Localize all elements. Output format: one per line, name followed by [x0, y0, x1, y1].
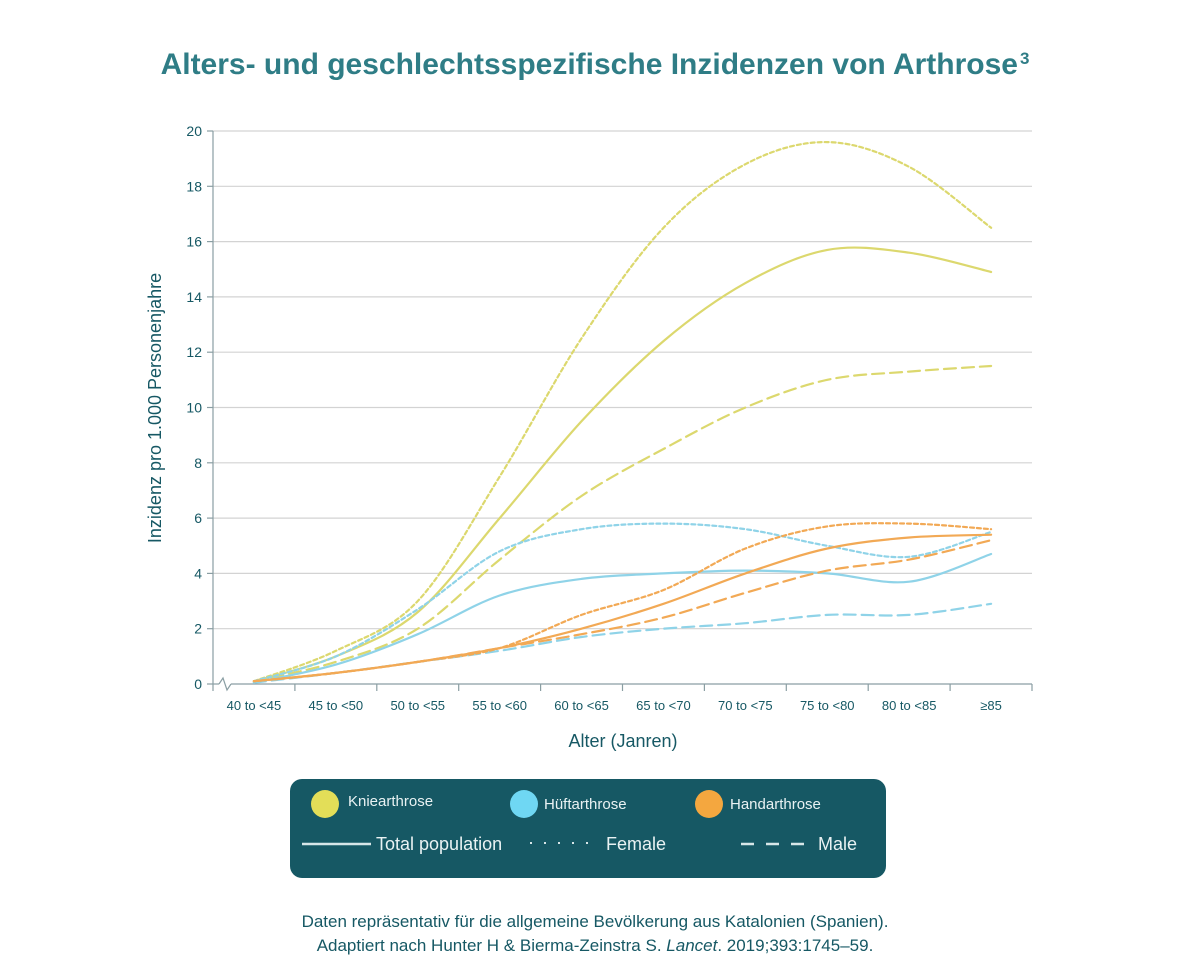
citation-authors: Adaptiert nach Hunter H & Bierma-Zeinstr…	[316, 936, 667, 955]
x-tick-label: 70 to <75	[718, 698, 773, 713]
y-tick-label: 4	[194, 565, 202, 581]
legend-female-label: Female	[606, 834, 667, 854]
y-tick-label: 14	[186, 289, 202, 305]
axis-break-symbol	[218, 676, 232, 692]
chart-title: Alters- und geschlechtsspezifische Inzid…	[0, 48, 1190, 82]
y-tick-label: 6	[194, 510, 202, 526]
series-line-hand-female	[252, 522, 993, 683]
series-line-hand-total	[252, 533, 993, 683]
axes: 0 2 4 6 8 10 12 14 16 18 20 40 to <45 45 to <50 50 to…	[186, 123, 1033, 713]
legend: Kniearthrose Hüftarthrose Handarthrose T…	[290, 779, 886, 878]
x-tick-label: 55 to <60	[472, 698, 527, 713]
legend-hip-label: Hüftarthrose	[544, 796, 627, 813]
x-tick-label: 45 to <50	[309, 698, 364, 713]
y-tick-label: 0	[194, 676, 202, 692]
y-tick-label: 8	[194, 455, 202, 471]
series-lines	[252, 140, 993, 684]
x-tick-label: 75 to <80	[800, 698, 855, 713]
x-tick-label: 40 to <45	[227, 698, 282, 713]
title-footnote-marker: 3	[1019, 49, 1030, 68]
footnote-line-2: Adaptiert nach Hunter H & Bierma-Zeinstr…	[0, 934, 1190, 958]
chart-title-text: Alters- und geschlechtsspezifische Inzid…	[160, 48, 1018, 81]
hand-color-dot	[695, 790, 723, 818]
x-tick-label: 80 to <85	[882, 698, 937, 713]
series-line-knee-male	[252, 364, 993, 683]
y-tick-label: 16	[186, 234, 202, 250]
y-tick-label: 12	[186, 344, 202, 360]
footnote-line-1: Daten repräsentativ für die allgemeine B…	[301, 912, 889, 931]
line-chart: 0 2 4 6 8 10 12 14 16 18 20 40 to <45 45 to <50 50 to…	[145, 123, 1033, 751]
y-tick-label: 2	[194, 621, 202, 637]
footnote: Daten repräsentativ für die allgemeine B…	[0, 910, 1190, 958]
legend-line-samples	[302, 842, 810, 846]
citation-details: . 2019;393:1745–59.	[717, 936, 874, 955]
legend-knee-label: Kniearthrose	[348, 793, 434, 810]
x-tick-label: 50 to <55	[390, 698, 445, 713]
y-tick-label: 20	[186, 123, 202, 139]
gridlines	[213, 130, 1032, 630]
y-axis-label: Inzidenz pro 1.000 Personenjahre	[145, 273, 165, 543]
hip-color-dot	[510, 790, 538, 818]
x-tick-label: ≥85	[980, 698, 1002, 713]
x-tick-label: 60 to <65	[554, 698, 609, 713]
y-tick-label: 18	[186, 178, 202, 194]
x-axis-label: Alter (Janren)	[568, 731, 677, 751]
series-line-knee-female	[252, 140, 993, 683]
series-line-hip-total	[252, 552, 993, 684]
legend-total-label: Total population	[376, 834, 503, 854]
series-line-hip-male	[252, 602, 993, 684]
legend-male-label: Male	[818, 834, 858, 854]
y-tick-label: 10	[186, 400, 202, 416]
x-tick-label: 65 to <70	[636, 698, 691, 713]
legend-hand-label: Handarthrose	[730, 796, 821, 813]
knee-color-dot	[311, 790, 339, 818]
series-line-knee-total	[252, 246, 993, 683]
series-line-hand-male	[252, 539, 993, 683]
series-line-hip-female	[252, 522, 993, 683]
citation-journal: Lancet	[666, 936, 718, 955]
